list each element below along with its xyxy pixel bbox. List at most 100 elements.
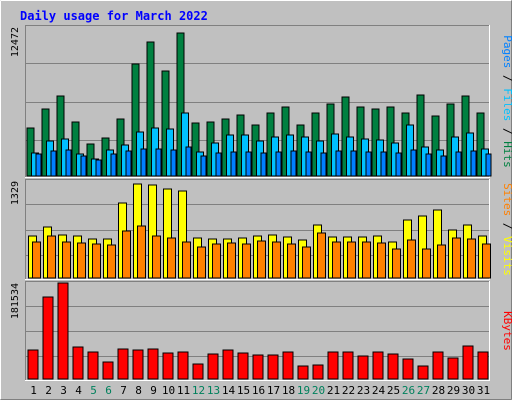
bar-sites-day-15 [242, 243, 251, 279]
bar-kbytes-day-5 [87, 351, 99, 380]
bar-pages-day-30 [470, 150, 477, 177]
x-tick-label-13: 13 [207, 384, 220, 397]
bar-hits-day-4 [71, 121, 80, 177]
bar-kbytes-day-11 [177, 351, 189, 380]
x-tick-label-21: 21 [327, 384, 340, 397]
bar-sites-day-8 [137, 225, 146, 279]
x-tick-label-7: 7 [120, 384, 127, 397]
x-tick-label-15: 15 [237, 384, 250, 397]
bar-hits-day-10 [161, 70, 170, 177]
bar-files-day-11 [181, 112, 189, 177]
x-tick-label-30: 30 [462, 384, 475, 397]
bar-sites-day-22 [347, 241, 356, 279]
x-tick-label-16: 16 [252, 384, 265, 397]
panel-max-label: 12472 [10, 27, 21, 57]
x-tick-label-1: 1 [30, 384, 37, 397]
x-tick-label-27: 27 [417, 384, 430, 397]
bar-pages-day-17 [275, 151, 282, 177]
x-tick-label-5: 5 [90, 384, 97, 397]
bar-hits-day-25 [386, 106, 395, 177]
x-tick-label-25: 25 [387, 384, 400, 397]
bar-sites-day-23 [362, 241, 371, 279]
x-tick-label-14: 14 [222, 384, 236, 397]
bar-sites-day-28 [437, 244, 446, 279]
bar-sites-day-25 [392, 248, 401, 279]
panel-2: 1329 Sites / Visits [10, 179, 512, 280]
bar-kbytes-day-29 [447, 357, 459, 380]
x-tick-label-12: 12 [192, 384, 205, 397]
x-tick-label-10: 10 [162, 384, 175, 397]
bar-pages-day-20 [320, 152, 327, 177]
bar-sites-day-26 [407, 239, 416, 279]
panel-legend: Pages / Files / Hits [501, 35, 512, 168]
bar-hits-day-3 [56, 95, 65, 177]
bar-pages-day-26 [410, 149, 417, 177]
bar-kbytes-day-23 [357, 355, 369, 380]
bar-sites-day-18 [287, 243, 296, 279]
bar-pages-day-3 [65, 149, 72, 177]
bar-pages-day-4 [80, 155, 87, 177]
bar-sites-day-31 [482, 243, 491, 279]
bar-hits-day-9 [146, 41, 155, 177]
x-tick-label-22: 22 [342, 384, 355, 397]
bar-kbytes-day-16 [252, 354, 264, 380]
bar-sites-day-7 [122, 230, 131, 279]
x-tick-label-24: 24 [372, 384, 386, 397]
panel-max-label: 181534 [10, 283, 21, 319]
bar-kbytes-day-19 [297, 365, 309, 380]
bar-sites-day-20 [317, 232, 326, 279]
bar-hits-day-27 [416, 94, 425, 177]
panel-1: 12472 Pages / Files / Hits [10, 25, 512, 178]
bar-pages-day-21 [335, 150, 342, 177]
legend-sites: Sites [501, 183, 512, 216]
bar-sites-day-24 [377, 242, 386, 279]
bar-hits-day-8 [131, 63, 140, 177]
bar-sites-day-9 [152, 235, 161, 279]
bar-pages-day-22 [350, 150, 357, 177]
x-tick-label-23: 23 [357, 384, 370, 397]
bar-sites-day-4 [77, 242, 86, 279]
legend-hits: Hits [501, 141, 512, 168]
bar-kbytes-day-24 [372, 351, 384, 380]
x-tick-label-4: 4 [75, 384, 82, 397]
chart-title: Daily usage for March 2022 [20, 9, 208, 23]
bar-pages-day-10 [170, 149, 177, 177]
x-tick-label-6: 6 [105, 384, 112, 397]
bar-hits-day-28 [431, 115, 440, 177]
bar-pages-day-11 [185, 146, 192, 177]
bar-sites-day-6 [107, 244, 116, 279]
bar-kbytes-day-14 [222, 349, 234, 380]
bar-pages-day-25 [395, 152, 402, 177]
bar-kbytes-day-7 [117, 348, 129, 380]
bar-kbytes-day-8 [132, 349, 144, 380]
bar-pages-day-7 [125, 150, 132, 177]
bar-kbytes-day-27 [417, 365, 429, 380]
x-tick-label-2: 2 [45, 384, 52, 397]
legend-files: Files [501, 88, 512, 121]
bar-pages-day-24 [380, 151, 387, 177]
legend-pages: Pages [501, 35, 512, 68]
x-tick-label-28: 28 [432, 384, 445, 397]
bar-kbytes-day-13 [207, 353, 219, 380]
bar-pages-day-2 [50, 150, 57, 177]
bar-kbytes-day-28 [432, 351, 444, 380]
x-tick-label-26: 26 [402, 384, 415, 397]
legend-separator: / [501, 121, 512, 141]
bar-sites-day-21 [332, 241, 341, 279]
x-tick-label-8: 8 [135, 384, 142, 397]
x-axis-tick-labels: 1 2 3 4 5 6 7 8 9 10 11 12 13 14 15 16 17 18 19 20 21 22 23 24 2… [30, 384, 490, 397]
bar-pages-day-23 [365, 151, 372, 177]
x-tick-label-11: 11 [177, 384, 190, 397]
bar-kbytes-day-17 [267, 354, 279, 380]
chart-panels: 12472 Pages / Files / Hits 1329 Sites / Vis… [10, 25, 512, 381]
x-tick-label-17: 17 [267, 384, 280, 397]
bar-pages-day-29 [455, 151, 462, 177]
bar-pages-day-15 [245, 151, 252, 177]
bar-pages-day-9 [155, 148, 162, 177]
bar-sites-day-2 [47, 235, 56, 279]
bar-kbytes-day-21 [327, 351, 339, 380]
bar-kbytes-day-9 [147, 348, 159, 380]
x-tick-label-20: 20 [312, 384, 325, 397]
bar-kbytes-day-20 [312, 364, 324, 380]
